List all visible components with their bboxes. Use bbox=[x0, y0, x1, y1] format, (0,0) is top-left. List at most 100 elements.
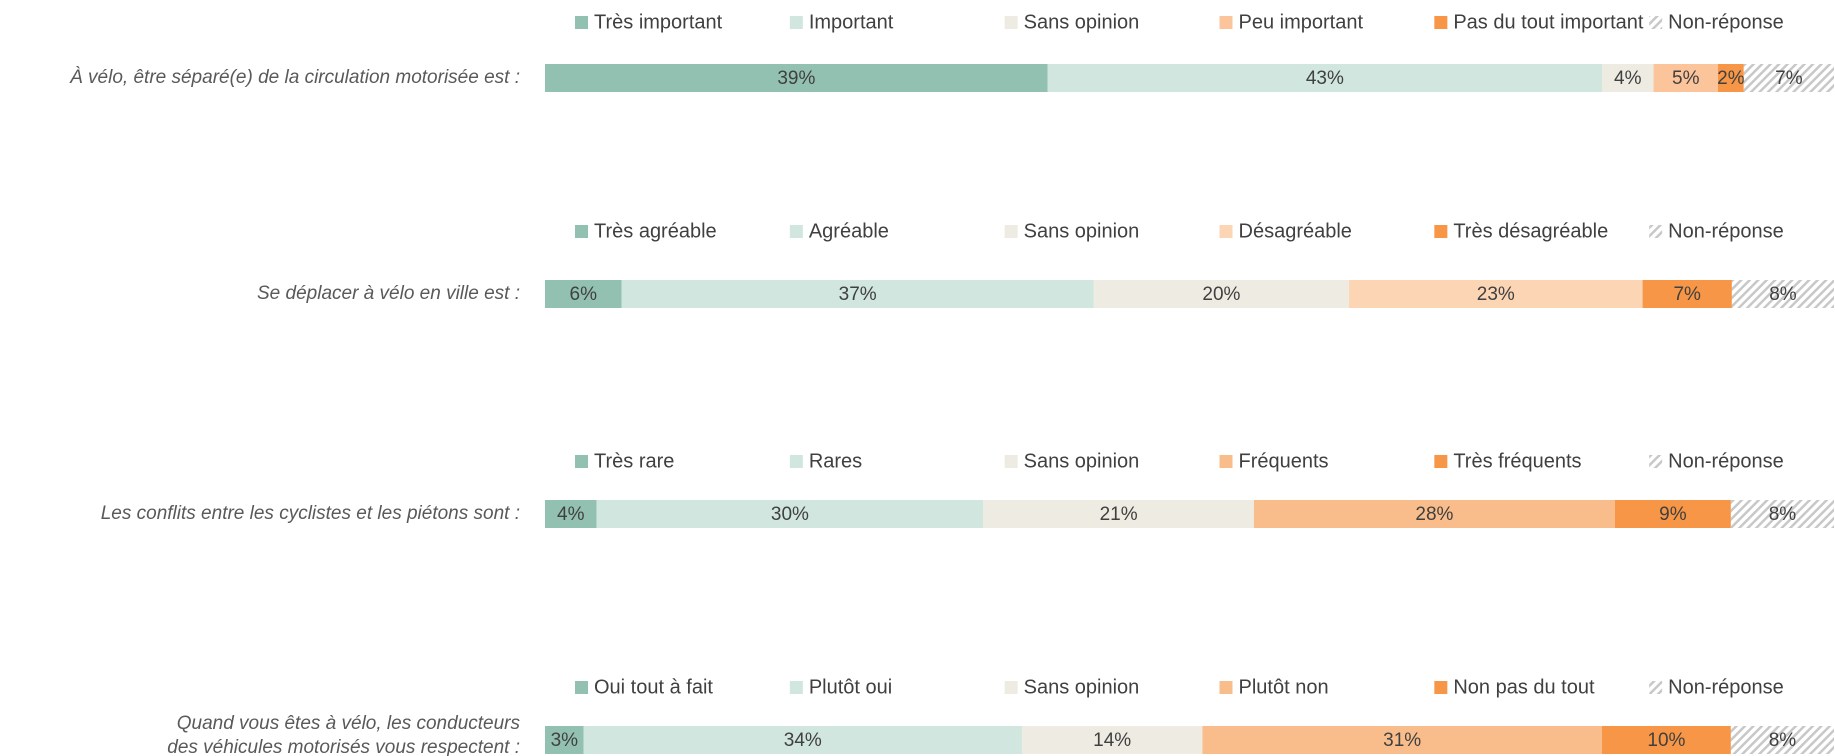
data-label: 10% bbox=[1647, 730, 1685, 751]
data-label: 34% bbox=[784, 730, 822, 751]
data-label: 30% bbox=[771, 504, 809, 525]
legend-swatch bbox=[575, 455, 588, 468]
legend-label: Sans opinion bbox=[1024, 676, 1140, 698]
data-label: 28% bbox=[1415, 504, 1453, 525]
bar-segment bbox=[1717, 64, 1744, 92]
legend-label: Oui tout à fait bbox=[594, 676, 713, 698]
legend-swatch bbox=[789, 681, 803, 694]
legend-swatch bbox=[789, 225, 803, 238]
bar-segment bbox=[1093, 280, 1350, 308]
data-label: 7% bbox=[1775, 68, 1803, 89]
data-label: 39% bbox=[777, 68, 815, 89]
legend-swatch bbox=[1649, 455, 1663, 468]
legend-swatch bbox=[1219, 455, 1233, 468]
bar-segment bbox=[1601, 726, 1731, 754]
legend-swatch bbox=[1004, 16, 1018, 29]
legend-label: Sans opinion bbox=[1024, 220, 1140, 242]
legend-label: Désagréable bbox=[1239, 220, 1352, 242]
bar-segment bbox=[1614, 500, 1731, 528]
bar-segment bbox=[1743, 64, 1834, 92]
legend-label: Fréquents bbox=[1239, 450, 1329, 472]
legend-swatch bbox=[1219, 16, 1233, 29]
bar-segment bbox=[545, 500, 597, 528]
question-label: Les conflits entre les cyclistes et les … bbox=[101, 503, 520, 524]
bar-segment bbox=[1047, 64, 1602, 92]
legend-label: Plutôt oui bbox=[809, 676, 892, 698]
legend-label: Non-réponse bbox=[1668, 220, 1784, 242]
legend-swatch bbox=[1434, 16, 1448, 29]
legend-label: Très désagréable bbox=[1453, 220, 1608, 242]
bar-segment bbox=[1730, 726, 1834, 754]
bar-segment bbox=[596, 500, 984, 528]
legend-swatch bbox=[789, 455, 803, 468]
legend-label: Plutôt non bbox=[1239, 676, 1329, 698]
legend-label: Peu important bbox=[1239, 11, 1364, 33]
bar-segment bbox=[1349, 280, 1643, 308]
legend-label: Très rare bbox=[594, 450, 674, 472]
bar-segment bbox=[1202, 726, 1602, 754]
legend-swatch bbox=[1004, 455, 1018, 468]
bar-segment bbox=[1653, 64, 1718, 92]
legend-swatch bbox=[1649, 16, 1663, 29]
question-label: À vélo, être séparé(e) de la circulation… bbox=[69, 67, 520, 88]
data-label: 8% bbox=[1769, 284, 1797, 305]
question-label: des véhicules motorisés vous respectent … bbox=[167, 737, 520, 756]
legend-label: Non-réponse bbox=[1668, 11, 1784, 33]
data-label: 23% bbox=[1477, 284, 1515, 305]
data-label: 20% bbox=[1202, 284, 1240, 305]
legend-label: Sans opinion bbox=[1024, 11, 1140, 33]
data-label: 8% bbox=[1769, 504, 1797, 525]
question-label: Se déplacer à vélo en ville est : bbox=[257, 283, 520, 304]
bar-segment bbox=[983, 500, 1254, 528]
legend-swatch bbox=[1434, 225, 1448, 238]
data-label: 14% bbox=[1093, 730, 1131, 751]
legend-label: Agréable bbox=[809, 220, 889, 242]
bar-segment bbox=[1642, 280, 1732, 308]
bar-segment bbox=[1253, 500, 1615, 528]
bar-segment bbox=[583, 726, 1022, 754]
legend-label: Très agréable bbox=[594, 220, 717, 242]
data-label: 43% bbox=[1306, 68, 1344, 89]
data-label: 37% bbox=[839, 284, 877, 305]
legend-swatch bbox=[1219, 681, 1233, 694]
legend-label: Pas du tout important bbox=[1453, 11, 1644, 33]
data-label: 7% bbox=[1673, 284, 1701, 305]
bar-segment bbox=[545, 280, 622, 308]
bar-segment bbox=[1730, 500, 1834, 528]
legend-swatch bbox=[1004, 681, 1018, 694]
bar-segment bbox=[545, 726, 584, 754]
legend-label: Non-réponse bbox=[1668, 676, 1784, 698]
data-label: 4% bbox=[1614, 68, 1642, 89]
legend-label: Non pas du tout bbox=[1453, 676, 1595, 698]
legend-label: Non-réponse bbox=[1668, 450, 1784, 472]
legend-label: Rares bbox=[809, 450, 862, 472]
data-label: 5% bbox=[1672, 68, 1700, 89]
data-label: 21% bbox=[1100, 504, 1138, 525]
data-label: 9% bbox=[1659, 504, 1687, 525]
question-label: Quand vous êtes à vélo, les conducteurs bbox=[177, 713, 521, 734]
bar-segment bbox=[1731, 280, 1834, 308]
legend-swatch bbox=[1434, 681, 1448, 694]
data-label: 4% bbox=[557, 504, 585, 525]
data-label: 6% bbox=[570, 284, 598, 305]
legend-label: Très important bbox=[594, 11, 723, 33]
bar-segment bbox=[621, 280, 1094, 308]
legend-label: Important bbox=[809, 11, 894, 33]
legend-swatch bbox=[789, 16, 803, 29]
legend-label: Très fréquents bbox=[1453, 450, 1581, 472]
data-label: 31% bbox=[1383, 730, 1421, 751]
legend-swatch bbox=[1434, 455, 1448, 468]
bar-segment bbox=[1601, 64, 1654, 92]
legend-label: Sans opinion bbox=[1024, 450, 1140, 472]
legend-swatch bbox=[1649, 681, 1663, 694]
legend-swatch bbox=[1649, 225, 1663, 238]
legend-swatch bbox=[575, 16, 588, 29]
legend-swatch bbox=[1004, 225, 1018, 238]
bar-segment bbox=[545, 64, 1048, 92]
legend-swatch bbox=[1219, 225, 1233, 238]
data-label: 2% bbox=[1717, 68, 1745, 89]
data-label: 3% bbox=[551, 730, 579, 751]
bar-segment bbox=[1021, 726, 1203, 754]
legend-swatch bbox=[575, 681, 588, 694]
